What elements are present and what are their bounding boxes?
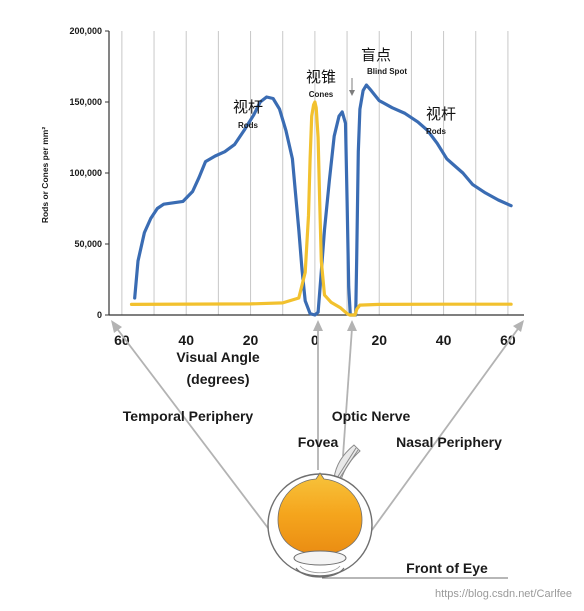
rods-label-left-cn: 视杆: [233, 98, 263, 116]
x-tick-label: 40: [178, 332, 194, 348]
y-tick-label: 0: [97, 310, 102, 320]
x-tick-label: 60: [114, 332, 130, 348]
eye-illustration: [267, 444, 373, 578]
projection-arrows: [114, 325, 521, 533]
fovea-label: Fovea: [298, 434, 339, 450]
rods-label-right-en: Rods: [426, 127, 447, 136]
temporal-arrow-head: [111, 320, 122, 333]
optic-nerve-fibers: [333, 444, 361, 481]
blind-spot-label-en: Blind Spot: [367, 67, 407, 76]
series-line-rods: [133, 83, 513, 317]
temporal-periphery-label: Temporal Periphery: [123, 408, 254, 424]
rods-label-left-en: Rods: [238, 121, 259, 130]
watermark: https://blog.csdn.net/Carlfee: [435, 588, 572, 600]
nasal-arrow-head: [513, 320, 524, 332]
x-tick-label: 0: [311, 332, 319, 348]
eyeball-interior: [277, 472, 363, 556]
y-tick-label: 100,000: [69, 168, 102, 178]
series-line-cones: [129, 100, 513, 317]
plot-series: [129, 83, 513, 317]
eye-cornea-inner: [299, 565, 341, 574]
x-tick-label: 40: [436, 332, 452, 348]
y-axis-label: Rods or Cones per mm²: [40, 127, 50, 224]
x-tick-label: 20: [371, 332, 387, 348]
fovea-arrow-head: [313, 320, 323, 331]
cones-label-cn: 视锥: [306, 68, 336, 86]
front-of-eye-label: Front of Eye: [406, 560, 488, 576]
eye-lens: [293, 550, 347, 566]
optic-nerve-arrow-head: [347, 320, 357, 331]
x-axis-label: Visual Angle: [176, 349, 259, 365]
temporal-arrow-line: [114, 325, 272, 533]
optic-nerve-label: Optic Nerve: [332, 408, 411, 424]
optic-nerve-arrow-line: [342, 327, 353, 457]
plot-grid: [121, 31, 509, 315]
blind-spot-label-cn: 盲点: [361, 46, 391, 64]
nasal-periphery-label: Nasal Periphery: [396, 434, 502, 450]
y-tick-label: 150,000: [69, 97, 102, 107]
rods-label-right-cn: 视杆: [426, 105, 456, 123]
y-tick-label: 200,000: [69, 26, 102, 36]
cones-label-en: Cones: [309, 90, 334, 99]
blind-spot-arrow-head: [349, 90, 355, 96]
x-axis-unit-label: (degrees): [186, 371, 249, 387]
nasal-arrow-line: [371, 325, 521, 531]
x-tick-label: 20: [243, 332, 259, 348]
eye-cornea: [295, 567, 345, 578]
y-tick-label: 50,000: [74, 239, 102, 249]
